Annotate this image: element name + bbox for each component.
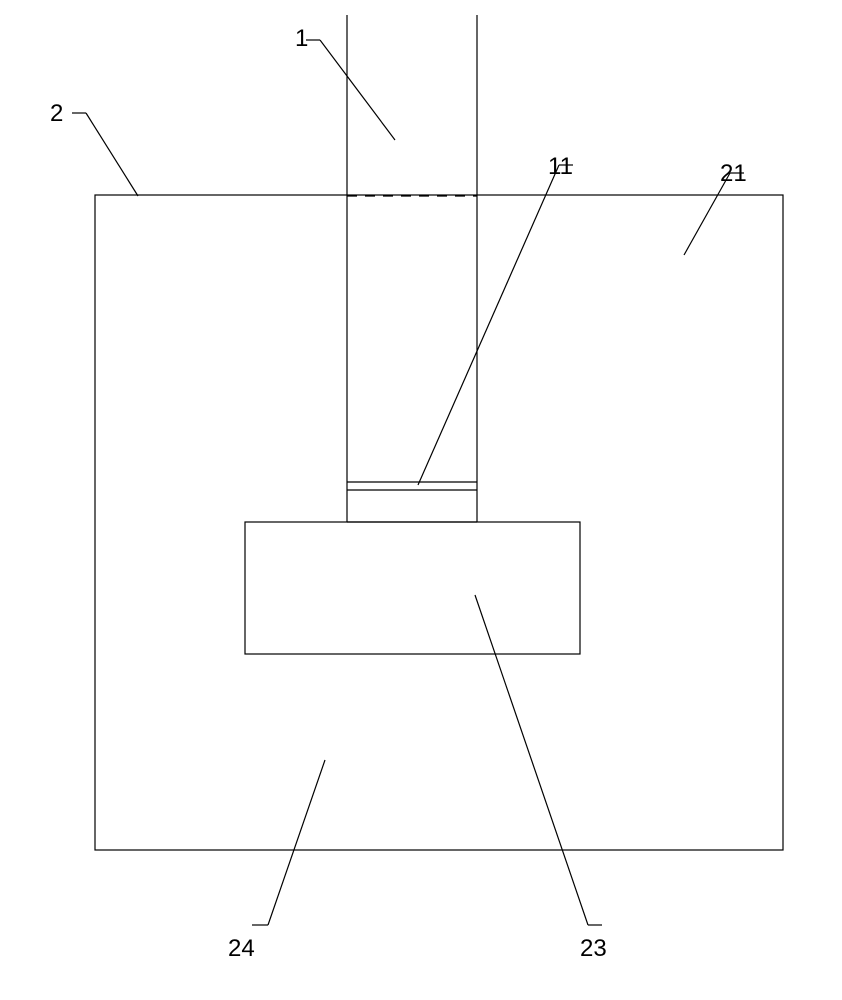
label-2: 2 [50,100,63,128]
label-1: 1 [295,25,308,53]
leader-24 [252,760,325,925]
lower-box [245,522,580,654]
label-23: 23 [580,935,607,963]
label-11: 11 [548,153,573,181]
leader-2 [72,113,138,196]
leader-1 [306,40,395,140]
diagram-svg [0,0,842,1000]
technical-diagram: 1 2 11 21 23 24 [0,0,842,1000]
leader-11 [418,165,573,485]
label-24: 24 [228,935,255,963]
leader-23 [475,595,602,925]
label-21: 21 [720,160,747,188]
